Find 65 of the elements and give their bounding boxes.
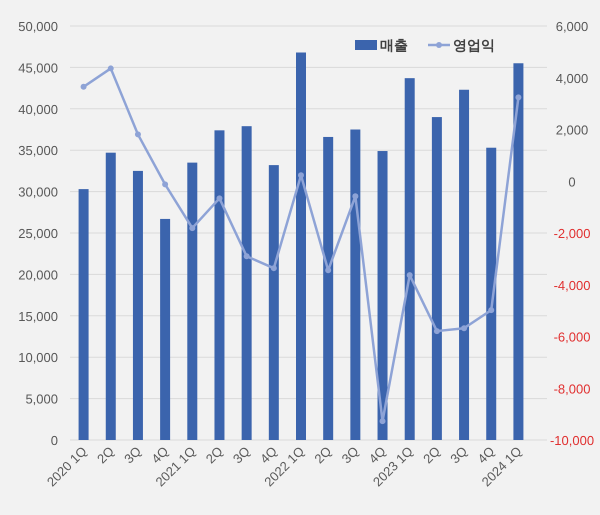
bar: [323, 136, 334, 440]
bar: [214, 130, 224, 440]
bar: [268, 165, 279, 440]
x-tick-label: 2Q: [420, 444, 444, 466]
y2-tick-label: 2,000: [556, 122, 588, 138]
point: [244, 253, 250, 260]
point: [461, 325, 468, 332]
point: [80, 84, 87, 90]
y-tick-label: 50,000: [18, 19, 58, 34]
bar: [486, 148, 496, 440]
bar: [242, 126, 252, 440]
x-tick-label: 3Q: [338, 444, 362, 466]
point: [134, 131, 141, 138]
y2-tick-label: -10,000: [550, 433, 594, 448]
y-tick-label: 10,000: [18, 350, 58, 366]
y-tick-label: 5,000: [25, 392, 58, 407]
y2-tick-label: -4,000: [554, 278, 590, 293]
bar: [106, 152, 116, 440]
y2-tick-label: -6,000: [554, 330, 590, 344]
point: [270, 265, 277, 272]
y-tick-label: 25,000: [18, 226, 58, 241]
x-tick-label: 4Q: [148, 444, 172, 466]
x-tick-label: 3Q: [230, 444, 253, 466]
x-tick-label: 3Q: [121, 444, 144, 466]
y-tick-label: 35,000: [18, 143, 58, 158]
bar: [350, 130, 360, 440]
point: [162, 181, 168, 188]
x-tick-label: 2Q: [311, 444, 334, 466]
bar: [513, 63, 524, 440]
bar: [160, 218, 170, 440]
bar: [132, 170, 143, 440]
x-tick-label: 4Q: [366, 444, 389, 466]
point: [488, 307, 494, 314]
bar: [432, 117, 442, 440]
y2-tick-label: 4,000: [556, 70, 588, 86]
legend-label: 영업익: [453, 37, 495, 53]
x-tick-label: 2Q: [202, 444, 226, 466]
y2-tick-label: 0: [568, 174, 576, 190]
point: [108, 65, 114, 72]
x-tick-label: 4Q: [474, 444, 498, 466]
y-tick-label: 45,000: [18, 60, 58, 76]
y-tick-label: 0: [50, 433, 58, 448]
y-tick-label: 40,000: [18, 102, 58, 117]
bar: [404, 78, 415, 440]
y2-tick-label: -2,000: [554, 226, 590, 241]
y-tick-label: 30,000: [18, 184, 58, 200]
point: [189, 225, 196, 232]
y-tick-label: 20,000: [18, 267, 58, 282]
point: [380, 418, 386, 424]
bar: [378, 151, 388, 440]
y-tick-label: 15,000: [18, 308, 58, 324]
point: [434, 328, 440, 334]
bar: [296, 52, 306, 440]
legend-label: 매출: [380, 37, 408, 53]
bar: [459, 90, 470, 440]
y2-tick-label: -8,000: [554, 381, 590, 396]
y2-tick-label: 6,000: [556, 19, 588, 34]
point: [352, 193, 358, 200]
bar: [187, 162, 198, 440]
point: [515, 94, 522, 100]
x-tick-label: 3Q: [447, 444, 470, 466]
point: [216, 195, 222, 202]
x-tick-label: 4Q: [257, 444, 280, 466]
bar: [78, 189, 89, 440]
x-tick-label: 2Q: [94, 444, 117, 466]
